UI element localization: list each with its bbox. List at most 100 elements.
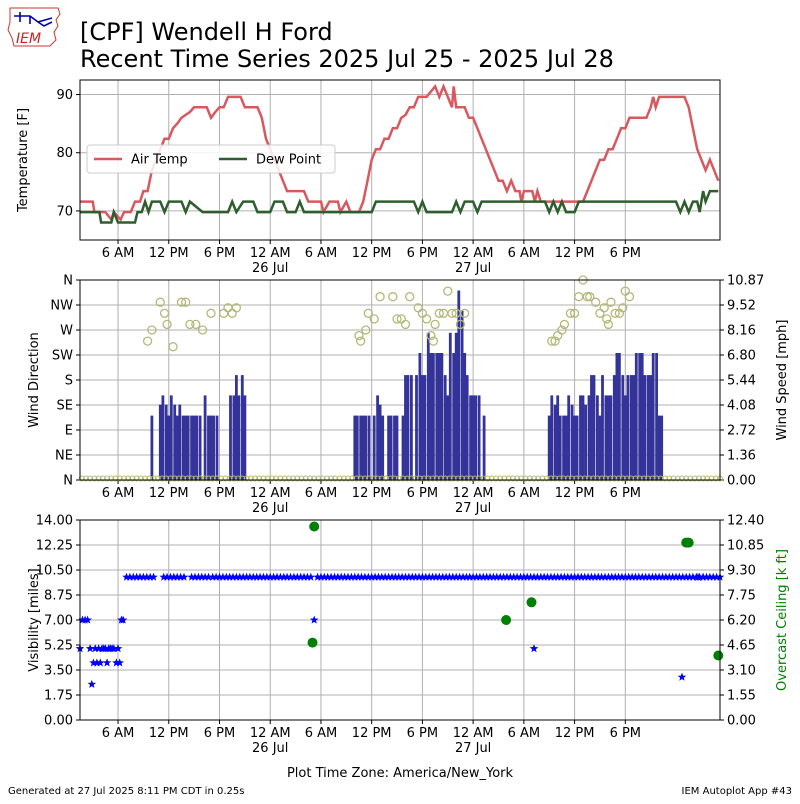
wind-speed-bar [158,404,162,480]
wind-speed-bar [604,395,608,480]
wind-speed-bar [638,353,642,480]
calm-wind-marker [277,475,284,482]
visibility-point [654,572,664,581]
calm-wind-marker [556,475,563,482]
wind-speed-bar [415,375,418,480]
wind-speed-bar [562,415,565,480]
wind-speed-bar [623,395,627,480]
visibility-point [228,572,238,581]
wind-speed-bar [186,415,190,480]
visibility-point [580,572,589,581]
visibility-point [709,572,718,581]
wind-speed-bar [646,375,650,480]
x-tick-label: 12 PM [352,486,392,501]
visibility-point [387,572,397,581]
visibility-point [326,572,336,581]
iem-logo-network-icon [14,12,53,27]
calm-wind-marker [412,475,419,482]
visibility-point [577,572,586,581]
visibility-point [499,572,508,581]
air-temp-line [80,83,720,223]
wind-speed-bar [432,353,435,480]
visibility-point [401,572,410,581]
wind-speed-bar [575,415,579,480]
visibility-point [353,572,363,581]
wind-speed-bar [629,375,633,480]
ceiling-point [713,650,724,661]
calm-wind-marker [142,475,149,482]
visibility-point [166,572,175,581]
wind-direction-point [197,325,208,335]
visibility-point [279,572,288,581]
calm-wind-marker [404,475,411,482]
wind-direction-point [610,308,620,318]
wind-speed-bar [150,415,154,480]
calm-wind-marker [624,475,630,482]
wind-direction-point [155,297,165,307]
wind-direction-point [582,292,592,302]
visibility-point [391,572,400,581]
calm-wind-marker [91,475,98,482]
visibility-point [109,644,119,653]
visibility-point [313,572,322,581]
visibility-point [269,572,278,581]
calm-wind-marker [391,475,398,482]
wind-direction-point [447,308,457,318]
y-tick-label: 12.25 [36,539,73,554]
ceiling-point [307,637,318,648]
wind-speed-bar [457,290,461,480]
iem-logo: IEM [7,7,61,47]
wind-direction-point [231,303,242,313]
visibility-point [262,572,272,581]
visibility-point [90,644,100,653]
calm-wind-marker [78,475,85,482]
x-tick-label: 12 AM [453,486,494,501]
wind-speed-bar [372,415,376,480]
calm-wind-marker [712,475,719,482]
wind-speed-bar [243,395,247,480]
timezone-label: Plot Time Zone: America/New_York [287,766,514,781]
visibility-point [333,572,343,581]
wind-speed-bar [621,375,625,480]
calm-wind-marker [679,475,685,482]
visibility-point [634,572,644,581]
wind-speed-bar [353,415,357,480]
wind-direction-point [400,319,411,330]
y-tick-label: 14.00 [36,514,73,529]
y-axis-label: Wind Direction [27,332,42,428]
y2-tick-label: 6.80 [727,349,756,364]
wind-direction-point [206,308,216,318]
y2-tick-label: 5.44 [727,374,756,389]
temperature-legend: Air Temp Dew Point [86,144,336,174]
x-tick-label: 12 PM [149,486,189,501]
visibility-point [377,572,387,581]
visibility-point [539,572,549,581]
x-tick-label: 6 AM [305,486,338,501]
visibility-point [125,572,135,581]
calm-wind-marker [594,475,601,482]
visibility-point [179,572,189,581]
visibility-point [122,572,131,581]
visibility-point [492,572,502,581]
calm-wind-marker [586,475,592,482]
visibility-point [159,572,168,581]
visibility-point [543,572,552,581]
visibility-point [252,572,261,581]
calm-wind-marker [602,475,609,482]
visibility-point [570,572,579,581]
visibility-point [502,572,512,581]
visibility-point [364,572,373,581]
visibility-point [644,572,654,581]
calm-wind-marker [480,475,487,482]
calm-wind-marker [395,475,402,482]
visibility-point [506,572,515,581]
calm-wind-marker [345,475,351,482]
ceiling-point [501,615,512,625]
visibility-point [556,572,566,581]
visibility-point [604,572,613,581]
calm-wind-marker [547,475,554,482]
visibility-point [102,658,112,667]
calm-wind-marker [560,475,567,482]
calm-wind-marker [340,475,347,482]
